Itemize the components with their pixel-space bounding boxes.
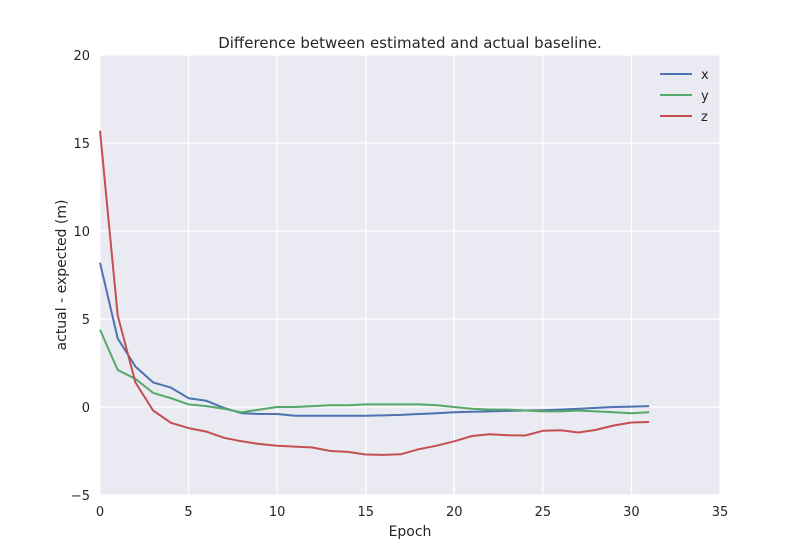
y-axis-label: actual - expected (m) (54, 200, 70, 351)
series-line-z (99, 130, 650, 456)
chart-title: Difference between estimated and actual … (218, 34, 602, 52)
x-axis-label: Epoch (389, 524, 432, 540)
legend-label-x: x (701, 68, 709, 83)
legend-label-y: y (701, 89, 709, 104)
legend: xyz (660, 68, 709, 125)
series-line-x (99, 262, 650, 417)
x-tick-label: 25 (535, 505, 552, 520)
y-tick-label: 15 (73, 137, 90, 152)
y-tick-label: 5 (82, 313, 90, 328)
y-tick-label: −5 (71, 489, 90, 504)
x-tick-label: 5 (184, 505, 192, 520)
x-tick-label: 30 (623, 505, 640, 520)
y-axis-ticks: −5 0 5 10 15 20 (71, 49, 90, 504)
y-tick-label: 20 (73, 49, 90, 64)
x-tick-label: 20 (446, 505, 463, 520)
x-tick-label: 0 (96, 505, 104, 520)
x-tick-label: 10 (269, 505, 286, 520)
y-tick-label: 10 (73, 225, 90, 240)
legend-label-z: z (701, 110, 708, 125)
x-axis-ticks: 0 5 10 15 20 25 30 35 (96, 505, 728, 520)
series-lines (99, 130, 650, 456)
x-tick-label: 15 (357, 505, 374, 520)
x-tick-label: 35 (712, 505, 729, 520)
plot-area (100, 55, 720, 495)
y-tick-label: 0 (82, 401, 90, 416)
series-line-y (99, 329, 650, 415)
